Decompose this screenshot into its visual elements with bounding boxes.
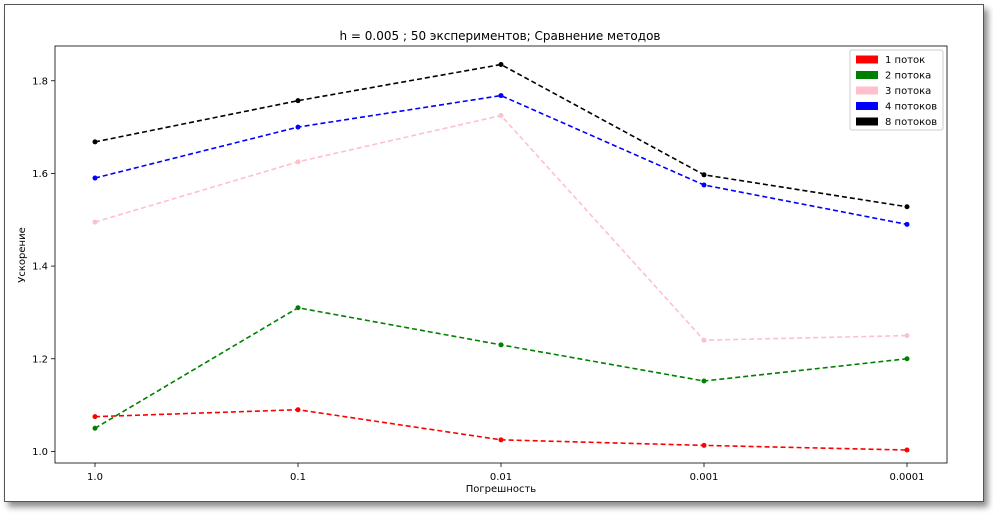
data-point — [904, 333, 910, 339]
data-point — [904, 204, 910, 210]
x-tick-label: 0.1 — [290, 472, 306, 483]
series-line — [94, 63, 908, 208]
legend-label: 2 потока — [885, 71, 931, 82]
series-line — [94, 114, 908, 342]
data-point — [92, 219, 98, 225]
plot-area — [54, 45, 948, 464]
series-2 — [92, 305, 910, 431]
x-axis-label: Погрешность — [466, 484, 537, 495]
legend-label: 8 потоков — [885, 117, 937, 128]
legend-label: 1 поток — [885, 55, 925, 66]
y-tick-label: 1.4 — [32, 262, 48, 273]
data-point — [295, 159, 301, 165]
y-axis: 1.0 1.2 1.4 1.6 1.8 — [32, 76, 55, 458]
series-layer — [92, 62, 910, 453]
legend-label: 3 потока — [885, 86, 931, 97]
data-point — [92, 414, 98, 420]
y-tick-label: 1.2 — [32, 354, 48, 365]
legend-swatch — [856, 86, 878, 95]
data-point — [295, 407, 301, 413]
legend-label: 4 потоков — [885, 102, 937, 113]
data-point — [701, 442, 707, 448]
y-axis-label: Ускорение — [17, 227, 28, 282]
data-point — [92, 139, 98, 145]
y-tick-label: 1.0 — [32, 447, 48, 458]
series-3 — [92, 113, 910, 343]
y-tick-label: 1.8 — [32, 76, 48, 87]
data-point — [904, 356, 910, 362]
x-tick-label: 0.0001 — [890, 472, 925, 483]
x-tick-label: 1.0 — [87, 472, 103, 483]
legend: 1 поток 2 потока 3 потока 4 потоков 8 потоко… — [849, 49, 944, 131]
data-point — [498, 93, 504, 99]
chart-title: h = 0.005 ; 50 экспериментов; Сравнение … — [340, 29, 661, 43]
x-tick-label: 0.001 — [690, 472, 719, 483]
x-axis: 1.0 0.1 0.01 0.001 0.0001 — [87, 463, 925, 483]
legend-swatch — [856, 102, 878, 110]
data-point — [498, 113, 504, 118]
data-point — [295, 305, 301, 311]
legend-swatch — [856, 71, 878, 79]
data-point — [498, 437, 504, 443]
series-line — [94, 408, 908, 451]
data-point — [904, 221, 910, 227]
data-point — [701, 378, 707, 384]
data-point — [701, 172, 707, 178]
series-4 — [92, 93, 910, 227]
data-point — [498, 342, 504, 348]
series-1 — [92, 407, 910, 453]
legend-swatch — [856, 117, 878, 126]
data-point — [295, 98, 301, 104]
series-5 — [92, 62, 910, 210]
y-tick-label: 1.6 — [32, 169, 48, 180]
series-line — [94, 306, 908, 429]
data-point — [701, 182, 707, 188]
figure-frame — [4, 4, 984, 502]
data-point — [498, 62, 504, 68]
data-point — [295, 124, 301, 130]
x-tick-label: 0.01 — [490, 472, 512, 483]
data-point — [92, 425, 98, 431]
data-point — [701, 337, 707, 343]
legend-swatch — [856, 55, 878, 64]
data-point — [92, 175, 98, 181]
data-point — [904, 447, 910, 453]
series-line — [94, 94, 908, 226]
